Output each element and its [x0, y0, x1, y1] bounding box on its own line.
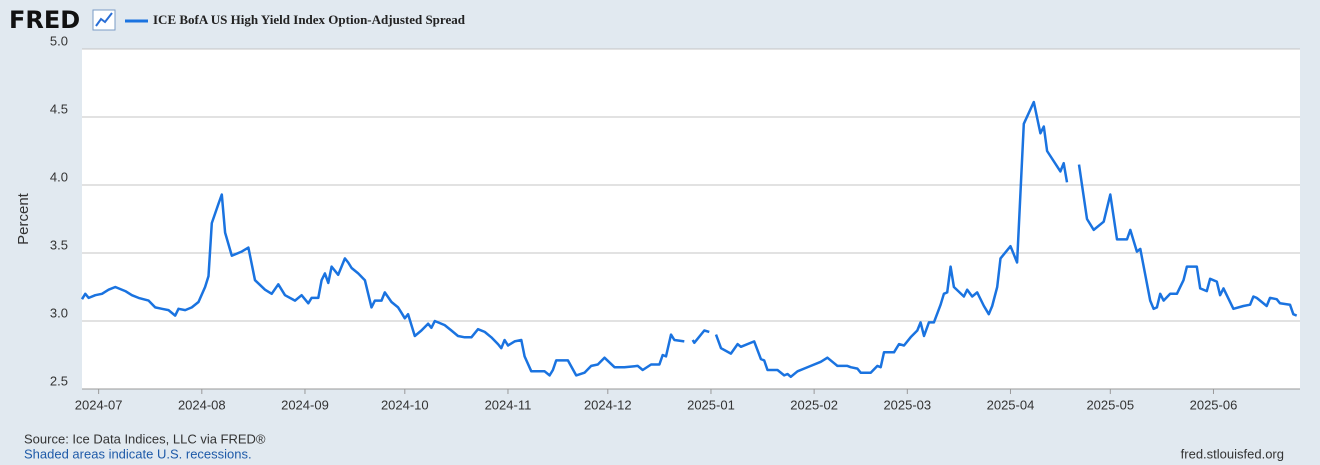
y-tick-label: 3.0 [50, 305, 68, 320]
x-tick-label: 2025-01 [687, 397, 735, 412]
note: Shaded areas indicate U.S. recessions. [24, 446, 252, 461]
x-tick-label: 2025-06 [1190, 397, 1238, 412]
x-tick-label: 2024-11 [485, 397, 532, 412]
y-axis-label: Percent [15, 192, 32, 245]
logo: FRED [9, 6, 80, 34]
credit: fred.stlouisfed.org [1181, 446, 1284, 461]
plot-area [82, 49, 1300, 389]
y-tick-label: 4.0 [50, 169, 68, 184]
y-tick-label: 4.5 [50, 101, 68, 116]
x-tick-label: 2024-10 [381, 397, 429, 412]
y-tick-label: 2.5 [50, 373, 68, 388]
x-tick-label: 2024-08 [178, 397, 226, 412]
x-tick-label: 2024-07 [75, 397, 123, 412]
source: Source: Ice Data Indices, LLC via FRED® [24, 431, 266, 446]
x-tick-label: 2025-03 [883, 397, 931, 412]
legend-label: ICE BofA US High Yield Index Option-Adju… [153, 12, 466, 27]
x-tick-label: 2024-09 [281, 397, 329, 412]
y-tick-label: 5.0 [50, 33, 68, 48]
logo-icon [92, 9, 116, 31]
x-tick-label: 2025-05 [1086, 397, 1134, 412]
x-tick-label: 2025-02 [790, 397, 838, 412]
y-tick-label: 3.5 [50, 237, 68, 252]
line-series [80, 100, 1298, 379]
x-tick-label: 2024-12 [584, 397, 632, 412]
x-tick-label: 2025-04 [987, 397, 1035, 412]
